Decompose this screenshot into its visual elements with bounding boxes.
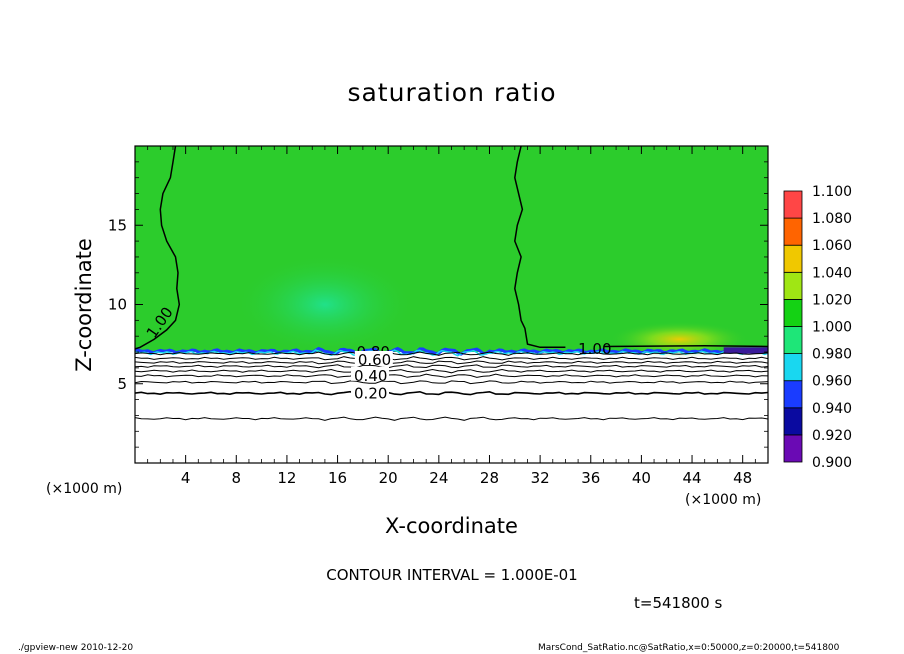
x-tick-label: 32 <box>531 469 550 487</box>
contour-line <box>135 351 768 356</box>
contour-label-bg <box>354 350 393 365</box>
colorbar-label: 0.940 <box>812 401 852 417</box>
contour-1-00-right <box>514 146 566 349</box>
contour-label: 0.60 <box>358 351 391 369</box>
contour-line <box>135 380 768 385</box>
cloud-top-band-inner <box>135 349 768 357</box>
x-tick-label: 40 <box>632 469 651 487</box>
colorbar-swatch <box>783 271 803 300</box>
saturation-field <box>135 146 768 463</box>
colorbar-swatch <box>783 190 803 219</box>
contour-label: 0.40 <box>354 367 387 385</box>
contour-1-00-top <box>603 344 768 348</box>
x-tick-label: 12 <box>277 469 296 487</box>
time-label: t=541800 s <box>634 594 723 612</box>
field-patch-dark <box>723 347 768 354</box>
x-tick-label: 4 <box>181 469 191 487</box>
contour-line <box>135 390 768 396</box>
colorbar-swatch <box>783 353 803 382</box>
chart-title: saturation ratio <box>347 78 557 107</box>
colorbar-swatch <box>783 217 803 246</box>
contour-line <box>135 373 768 378</box>
contour-line <box>135 356 768 361</box>
x-tick-label: 28 <box>480 469 499 487</box>
colorbar-label: 0.920 <box>812 428 852 444</box>
colorbar-label: 1.080 <box>812 211 852 227</box>
x-tick-label: 16 <box>328 469 347 487</box>
x-tick-label: 48 <box>733 469 752 487</box>
x-axis-label: X-coordinate <box>385 514 518 538</box>
colorbar-swatch <box>783 244 803 273</box>
x-unit-label-right: (×1000 m) <box>685 492 762 508</box>
colorbar-swatch <box>783 380 803 409</box>
contour-labels: 1.001.000.800.600.400.20 <box>143 304 612 403</box>
x-tick-label: 20 <box>379 469 398 487</box>
contour-label: 0.20 <box>354 384 387 402</box>
contour-line <box>135 360 768 365</box>
field-dry-region <box>135 352 768 463</box>
x-tick-label: 36 <box>581 469 600 487</box>
contour-lines <box>135 146 768 421</box>
colorbar-label: 0.900 <box>812 455 852 471</box>
colorbar-label: 1.000 <box>812 320 852 336</box>
contour-line <box>135 364 768 369</box>
field-patch-warm <box>609 321 750 358</box>
contour-line <box>135 416 768 421</box>
colorbar-swatch <box>783 298 803 327</box>
x-tick-label: 24 <box>429 469 448 487</box>
colorbar-label: 1.060 <box>812 238 852 254</box>
y-tick-label: 5 <box>117 375 127 393</box>
colorbar-label: 0.960 <box>812 374 852 390</box>
contour-label-bg <box>351 384 390 399</box>
x-tick-label: 8 <box>232 469 242 487</box>
contour-interval-label: CONTOUR INTERVAL = 1.000E-01 <box>326 566 578 584</box>
colorbar-label: 1.020 <box>812 292 852 308</box>
field-patch-cool <box>234 254 415 355</box>
colorbar-swatch <box>783 326 803 355</box>
footer-left: ./gpview-new 2010-12-20 <box>18 643 134 653</box>
contour-line <box>135 368 768 374</box>
contour-label-bg <box>351 366 390 381</box>
field-saturated-region <box>135 146 768 353</box>
x-tick-label: 44 <box>682 469 701 487</box>
colorbar-label: 1.040 <box>812 265 852 281</box>
y-tick-label: 15 <box>108 216 127 234</box>
cloud-top-band <box>135 346 768 356</box>
y-tick-label: 10 <box>108 296 127 314</box>
colorbar-label: 0.980 <box>812 347 852 363</box>
x-unit-label-left: (×1000 m) <box>46 481 123 497</box>
contour-1-00-left <box>135 146 181 350</box>
colorbar: 0.900 0.920 0.940 0.960 0.980 1.000 1.020 1.040… <box>783 184 852 471</box>
colorbar-swatch <box>783 434 803 463</box>
footer-right: MarsCond_SatRatio.nc@SatRatio,x=0:50000,… <box>538 643 840 653</box>
contour-label: 1.00 <box>578 340 611 358</box>
colorbar-label: 1.100 <box>812 184 852 200</box>
colorbar-swatch <box>783 407 803 436</box>
